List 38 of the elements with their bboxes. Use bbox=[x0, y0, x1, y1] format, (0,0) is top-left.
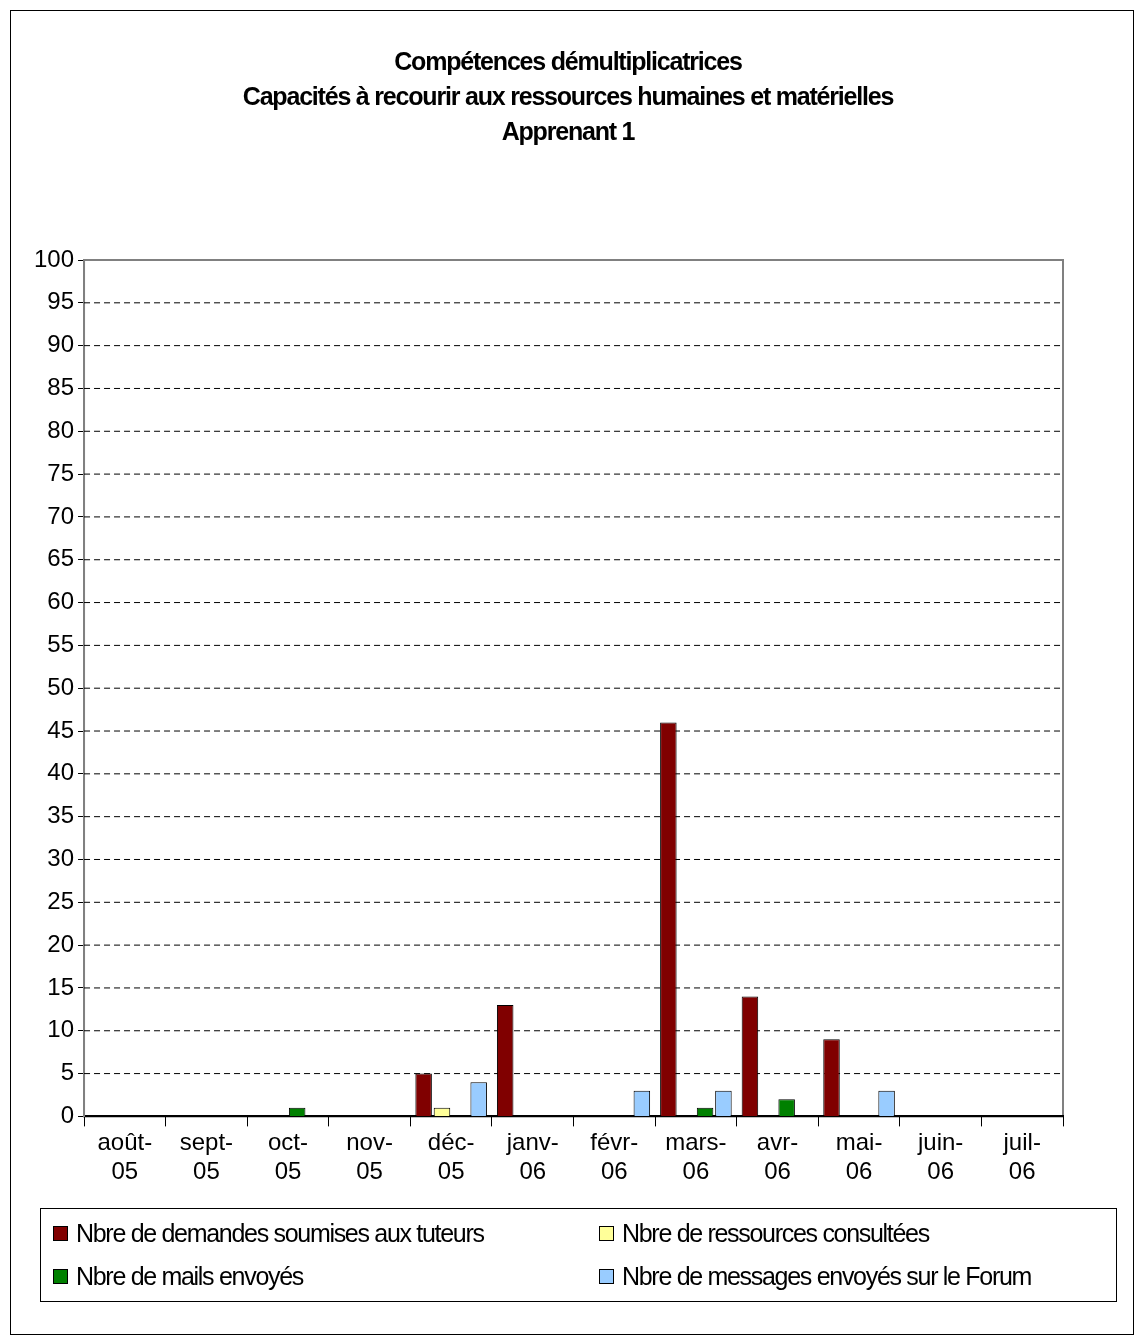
x-tick-label: févr-06 bbox=[590, 1128, 639, 1185]
x-tick-label: oct-05 bbox=[267, 1128, 308, 1185]
y-tick-label: 75 bbox=[47, 458, 75, 486]
y-tick-label: 100 bbox=[34, 244, 75, 272]
y-tick-label: 15 bbox=[47, 972, 75, 1000]
y-tick-label: 20 bbox=[47, 929, 75, 957]
y-tick-label: 10 bbox=[47, 1015, 75, 1043]
x-tick-label: juil-06 bbox=[1002, 1128, 1041, 1185]
y-tick-label: 95 bbox=[47, 287, 75, 315]
legend-label: Nbre de demandes soumises aux tuteurs bbox=[76, 1219, 484, 1248]
y-tick-label: 90 bbox=[47, 330, 75, 358]
y-tick-label: 40 bbox=[47, 758, 75, 786]
y-tick-label: 85 bbox=[47, 373, 75, 401]
y-tick-label: 5 bbox=[60, 1058, 75, 1086]
x-tick-label: avr-06 bbox=[756, 1128, 799, 1185]
y-tick-label: 65 bbox=[47, 544, 75, 572]
x-tick-label: nov-05 bbox=[346, 1128, 393, 1185]
y-tick-label: 55 bbox=[47, 630, 75, 658]
y-tick-label: 80 bbox=[47, 415, 75, 443]
y-tick-label: 0 bbox=[60, 1101, 75, 1129]
y-tick-label: 50 bbox=[47, 672, 75, 700]
legend-label: Nbre de ressources consultées bbox=[622, 1219, 929, 1248]
legend-label: Nbre de messages envoyés sur le Forum bbox=[622, 1262, 1032, 1291]
x-tick-label: déc-05 bbox=[427, 1128, 475, 1185]
y-tick-label: 45 bbox=[47, 715, 75, 743]
x-tick-label: juin-06 bbox=[916, 1128, 964, 1185]
y-tick-label: 30 bbox=[47, 844, 75, 872]
y-tick-label: 35 bbox=[47, 801, 75, 829]
x-tick-label: mai-06 bbox=[835, 1128, 883, 1185]
y-tick-label: 25 bbox=[47, 886, 75, 914]
chart-title: Compétences démultiplicatrices Capacités à recourir aux ressources humaines et matérielles Apprenant 1 bbox=[241, 46, 895, 147]
y-tick-label: 70 bbox=[47, 501, 75, 529]
x-tick-label: janv-06 bbox=[505, 1128, 559, 1185]
x-tick-label: août-05 bbox=[97, 1128, 153, 1185]
x-tick-label: mars-06 bbox=[665, 1128, 727, 1185]
x-tick-label: sept-05 bbox=[179, 1128, 234, 1185]
legend-label: Nbre de mails envoyés bbox=[76, 1262, 303, 1291]
y-tick-label: 60 bbox=[47, 587, 75, 615]
